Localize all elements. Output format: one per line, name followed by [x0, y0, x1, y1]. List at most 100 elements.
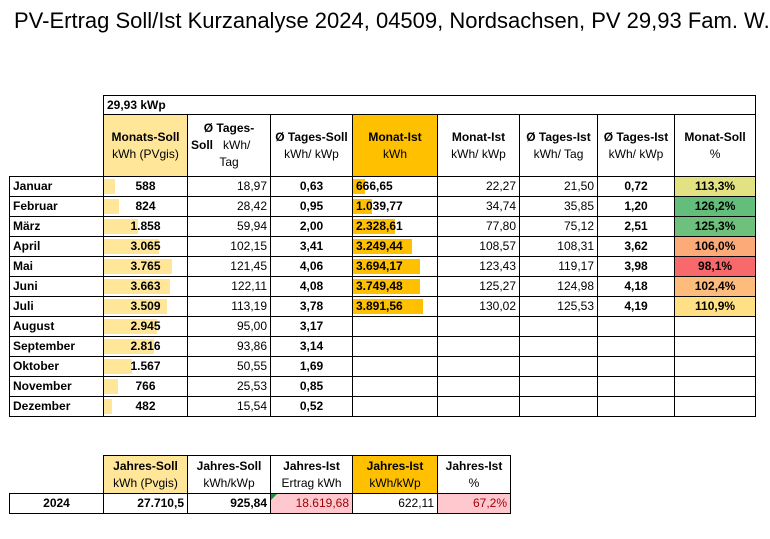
tages-ist-kwp — [597, 396, 675, 417]
month-label: September — [9, 336, 104, 357]
monat-soll-pct — [673, 396, 757, 417]
monat-soll-pct — [673, 356, 757, 377]
soll-data-bar — [104, 199, 119, 214]
header-monat-soll-pct: Monat-Soll% — [673, 114, 757, 177]
tages-ist-kwh: 21,50 — [519, 176, 598, 197]
month-label: Juni — [9, 276, 104, 297]
tages-soll-kwh: 18,97 — [187, 176, 271, 197]
monats-soll-value: 2.945 — [130, 319, 161, 333]
monat-ist-value: 666,65 — [356, 179, 393, 193]
month-label: Februar — [9, 196, 104, 217]
tages-soll-kwh: 25,53 — [187, 376, 271, 397]
tages-ist-kwp: 1,20 — [597, 196, 675, 217]
monats-soll-value: 3.509 — [130, 299, 161, 313]
header-monat-ist: Monat-Ist kWh — [352, 114, 438, 177]
monats-soll-cell: 1.567 — [103, 356, 188, 377]
monats-soll-cell: 3.065 — [103, 236, 188, 257]
monat-soll-pct — [673, 336, 757, 357]
summary-jahres-soll-kwp: 925,84 — [187, 493, 271, 514]
tages-ist-kwh: 119,17 — [519, 256, 598, 277]
ist-data-bar — [353, 179, 365, 194]
soll-data-bar — [104, 319, 157, 334]
tages-soll-kwh: 102,15 — [187, 236, 271, 257]
monats-soll-cell: 482 — [103, 396, 188, 417]
monats-soll-value: 2.816 — [130, 339, 161, 353]
monats-soll-value: 3.065 — [130, 239, 161, 253]
monat-ist-kwp — [437, 376, 520, 397]
tages-soll-kwp: 4,08 — [270, 276, 353, 297]
tages-soll-kwp: 2,00 — [270, 216, 353, 237]
tages-ist-kwp: 3,62 — [597, 236, 675, 257]
monat-ist-kwp: 34,74 — [437, 196, 520, 217]
summary-jahres-soll: 27.710,5 — [103, 493, 188, 514]
tages-soll-kwp: 3,17 — [270, 316, 353, 337]
comment-indicator — [271, 494, 277, 500]
tages-soll-kwp: 0,85 — [270, 376, 353, 397]
header-tages-soll-kwp: Ø Tages-Soll kWh/ kWp — [270, 114, 353, 177]
tages-soll-kwp: 1,69 — [270, 356, 353, 377]
monat-ist-cell — [352, 396, 438, 417]
tages-ist-kwh: 75,12 — [519, 216, 598, 237]
month-label: August — [9, 316, 104, 337]
soll-data-bar — [104, 399, 112, 414]
ist-data-bar — [353, 199, 372, 214]
table-row: Oktober 1.567 50,55 1,69 — [9, 356, 757, 377]
monat-ist-value: 1.039,77 — [356, 199, 403, 213]
tages-soll-kwh: 121,45 — [187, 256, 271, 277]
tages-ist-kwh: 35,85 — [519, 196, 598, 217]
monats-soll-value: 1.858 — [130, 219, 161, 233]
tages-ist-kwh: 124,98 — [519, 276, 598, 297]
monats-soll-value: 1.567 — [130, 359, 161, 373]
tages-soll-kwh: 50,55 — [187, 356, 271, 377]
soll-data-bar — [104, 279, 170, 294]
header-tages-ist-tag: Ø Tages-Ist kWh/ Tag — [519, 114, 598, 177]
tages-soll-kwp: 3,41 — [270, 236, 353, 257]
soll-data-bar — [104, 359, 132, 374]
monat-ist-kwp: 77,80 — [437, 216, 520, 237]
monats-soll-cell: 3.509 — [103, 296, 188, 317]
monat-soll-pct — [673, 376, 757, 397]
monat-ist-value: 2.328,61 — [356, 219, 403, 233]
header-jahres-soll: Jahres-Soll kWh (Pvgis) — [103, 455, 188, 494]
page-title: PV-Ertrag Soll/Ist Kurzanalyse 2024, 045… — [14, 8, 770, 33]
table-row: November 766 25,53 0,85 — [9, 376, 757, 397]
table-row: Februar 824 28,42 0,95 1.039,77 34,74 35,85 1,2… — [9, 196, 757, 217]
monat-soll-pct: 98,1% — [673, 256, 757, 277]
tages-soll-kwh: 95,00 — [187, 316, 271, 337]
header-monat-ist-kwp: Monat-Ist kWh/ kWp — [437, 114, 520, 177]
monats-soll-cell: 1.858 — [103, 216, 188, 237]
monat-ist-cell — [352, 336, 438, 357]
tages-ist-kwp: 2,51 — [597, 216, 675, 237]
tages-ist-kwh — [519, 396, 598, 417]
table-row: August 2.945 95,00 3,17 — [9, 316, 757, 337]
table-row: Juli 3.509 113,19 3,78 3.891,56 130,02 125,53 4… — [9, 296, 757, 317]
tages-ist-kwh — [519, 336, 598, 357]
monat-ist-value: 3.891,56 — [356, 299, 403, 313]
monat-ist-cell — [352, 376, 438, 397]
capacity-label: 29,93 kWp — [102, 95, 757, 115]
tages-soll-kwh: 59,94 — [187, 216, 271, 237]
table-row: März 1.858 59,94 2,00 2.328,61 77,80 75,12 2,51… — [9, 216, 757, 237]
tages-ist-kwh: 108,31 — [519, 236, 598, 257]
monat-soll-pct: 126,2% — [673, 196, 757, 217]
tages-soll-kwh: 15,54 — [187, 396, 271, 417]
tages-ist-kwh — [519, 316, 598, 337]
monat-ist-cell — [352, 356, 438, 377]
monat-ist-kwp — [437, 336, 520, 357]
month-label: November — [9, 376, 104, 397]
monat-ist-cell — [352, 316, 438, 337]
month-label: Oktober — [9, 356, 104, 377]
ist-data-bar — [353, 299, 423, 314]
tages-ist-kwh — [519, 376, 598, 397]
summary-year: 2024 — [9, 493, 104, 514]
monat-ist-kwp — [437, 396, 520, 417]
tages-ist-kwp: 3,98 — [597, 256, 675, 277]
monats-soll-cell: 588 — [103, 176, 188, 197]
soll-data-bar — [104, 179, 115, 194]
monat-ist-kwp — [437, 356, 520, 377]
monat-ist-kwp: 108,57 — [437, 236, 520, 257]
table-row: Mai 3.765 121,45 4,06 3.694,17 123,43 119,17 3,… — [9, 256, 757, 277]
header-jahres-ist-kwp: Jahres-Ist kWh/kWp — [352, 455, 438, 494]
table-row: Januar 588 18,97 0,63 666,65 22,27 21,50 0,72 11… — [9, 176, 757, 197]
monats-soll-cell: 3.663 — [103, 276, 188, 297]
